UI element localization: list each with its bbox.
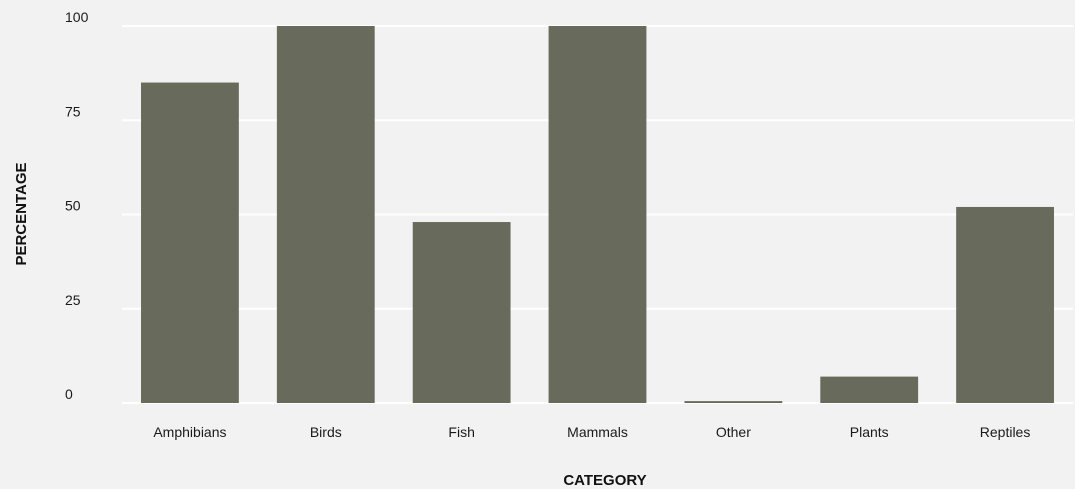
bars: [141, 26, 1054, 404]
y-tick-label: 0: [65, 386, 73, 402]
bar-amphibians: [141, 82, 239, 404]
bar-reptiles: [956, 206, 1054, 403]
bar-other: [684, 401, 783, 403]
bar-plants: [820, 376, 919, 403]
y-axis-title: PERCENTAGE: [13, 162, 30, 265]
y-tick-label: 50: [65, 198, 81, 214]
x-axis-title: CATEGORY: [563, 472, 646, 489]
bar-birds: [276, 26, 375, 403]
x-tick-label: Birds: [310, 424, 342, 440]
y-tick-label: 100: [65, 9, 89, 25]
bar-mammals: [548, 26, 647, 403]
y-tick-label: 25: [65, 292, 81, 308]
x-tick-label: Fish: [448, 424, 474, 440]
x-tick-label: Amphibians: [153, 424, 226, 440]
x-tick-label: Mammals: [567, 424, 628, 440]
bar-fish: [412, 222, 511, 403]
y-tick-label: 75: [65, 103, 81, 119]
y-tick-labels: 0 25 50 75 100: [65, 9, 89, 402]
x-tick-label: Plants: [850, 424, 889, 440]
x-tick-label: Reptiles: [980, 424, 1031, 440]
x-tick-labels: Amphibians Birds Fish Mammals Other Plants Rep…: [153, 424, 1030, 440]
x-tick-label: Other: [716, 424, 751, 440]
